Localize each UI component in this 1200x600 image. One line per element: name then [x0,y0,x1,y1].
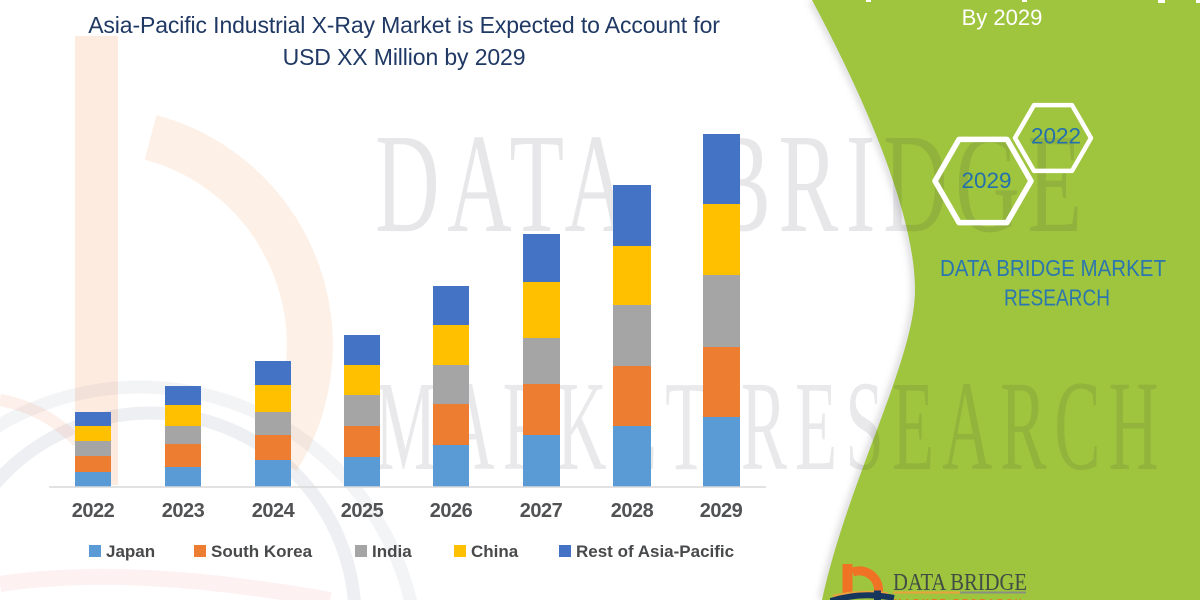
svg-text:DATA BRIDGE MARKET: DATA BRIDGE MARKET [940,255,1166,281]
svg-text:2029: 2029 [961,168,1011,193]
svg-text:MARKET RESEARCH: MARKET RESEARCH [894,597,1024,600]
svg-text:2022: 2022 [1031,124,1081,149]
svg-text:RESEARCH: RESEARCH [1004,285,1110,311]
